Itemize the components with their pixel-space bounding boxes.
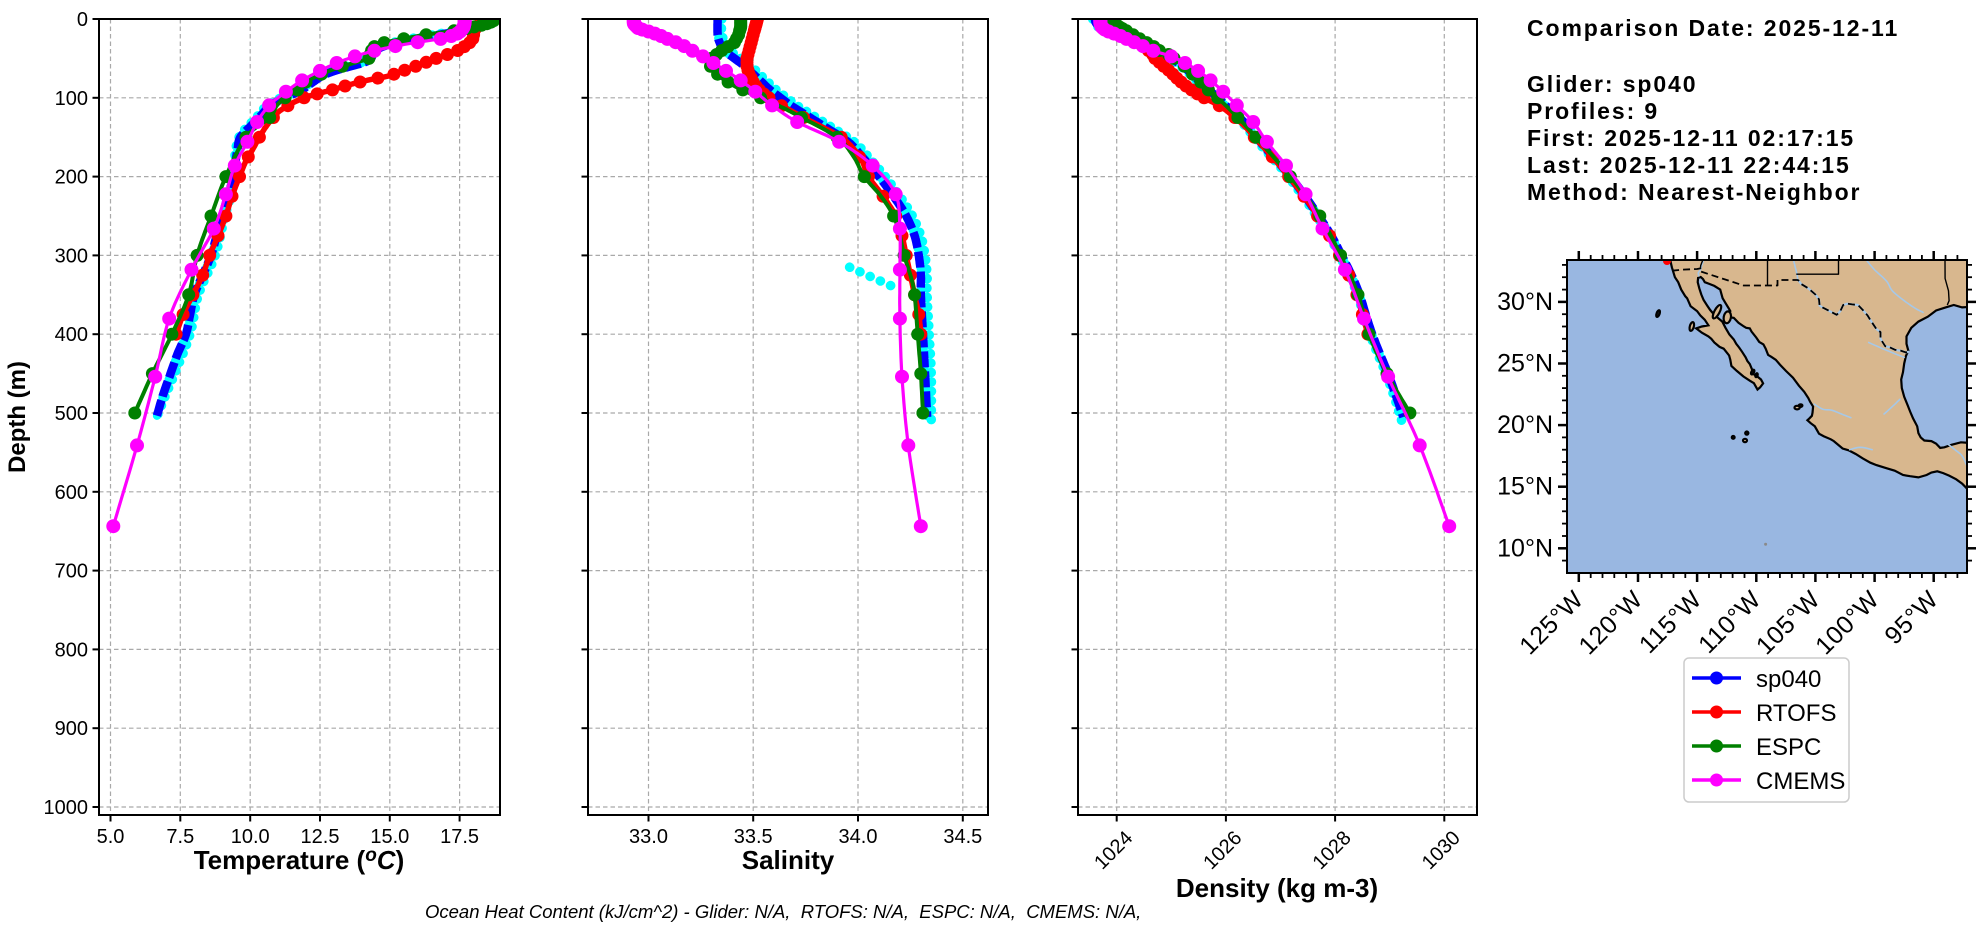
- svg-text:First: 2025-12-11 02:17:15: First: 2025-12-11 02:17:15: [1527, 125, 1855, 151]
- svg-text:20°N: 20°N: [1497, 411, 1553, 439]
- svg-text:ESPC: ESPC: [1756, 734, 1821, 761]
- svg-text:900: 900: [55, 718, 88, 740]
- svg-text:100: 100: [55, 88, 88, 110]
- svg-text:200: 200: [55, 167, 88, 189]
- svg-text:30°N: 30°N: [1497, 288, 1553, 316]
- svg-text:Ocean Heat Content (kJ/cm^2) -: Ocean Heat Content (kJ/cm^2) - Glider: N…: [425, 901, 1141, 922]
- svg-text:Salinity: Salinity: [742, 845, 835, 875]
- svg-text:1000: 1000: [44, 797, 89, 819]
- svg-text:RTOFS: RTOFS: [1756, 700, 1836, 727]
- svg-text:700: 700: [55, 561, 88, 583]
- svg-text:Depth (m): Depth (m): [4, 361, 31, 473]
- svg-text:300: 300: [55, 245, 88, 267]
- svg-text:sp040: sp040: [1756, 666, 1821, 693]
- svg-text:12.5: 12.5: [301, 826, 340, 848]
- svg-text:10.0: 10.0: [231, 826, 270, 848]
- svg-text:33.5: 33.5: [734, 826, 773, 848]
- svg-text:CMEMS: CMEMS: [1756, 768, 1845, 795]
- svg-text:7.5: 7.5: [166, 826, 194, 848]
- svg-text:400: 400: [55, 324, 88, 346]
- svg-text:17.5: 17.5: [440, 826, 479, 848]
- svg-text:15.0: 15.0: [370, 826, 409, 848]
- svg-text:34.5: 34.5: [943, 826, 982, 848]
- svg-text:Profiles: 9: Profiles: 9: [1527, 98, 1659, 124]
- svg-text:5.0: 5.0: [97, 826, 125, 848]
- svg-text:Glider: sp040: Glider: sp040: [1527, 71, 1697, 97]
- svg-text:10°N: 10°N: [1497, 534, 1553, 562]
- svg-text:500: 500: [55, 403, 88, 425]
- svg-text:Method: Nearest-Neighbor: Method: Nearest-Neighbor: [1527, 179, 1861, 205]
- svg-text:34.0: 34.0: [839, 826, 878, 848]
- svg-text:33.0: 33.0: [629, 826, 668, 848]
- svg-text:25°N: 25°N: [1497, 350, 1553, 378]
- svg-text:15°N: 15°N: [1497, 473, 1553, 501]
- svg-text:Temperature (oC): Temperature (oC): [194, 845, 405, 875]
- svg-text:600: 600: [55, 482, 88, 504]
- svg-text:Density (kg m-3): Density (kg m-3): [1176, 873, 1378, 903]
- svg-text:0: 0: [77, 9, 88, 31]
- svg-text:800: 800: [55, 639, 88, 661]
- svg-text:Last: 2025-12-11 22:44:15: Last: 2025-12-11 22:44:15: [1527, 152, 1851, 178]
- svg-text:Comparison Date: 2025-12-11: Comparison Date: 2025-12-11: [1527, 15, 1899, 41]
